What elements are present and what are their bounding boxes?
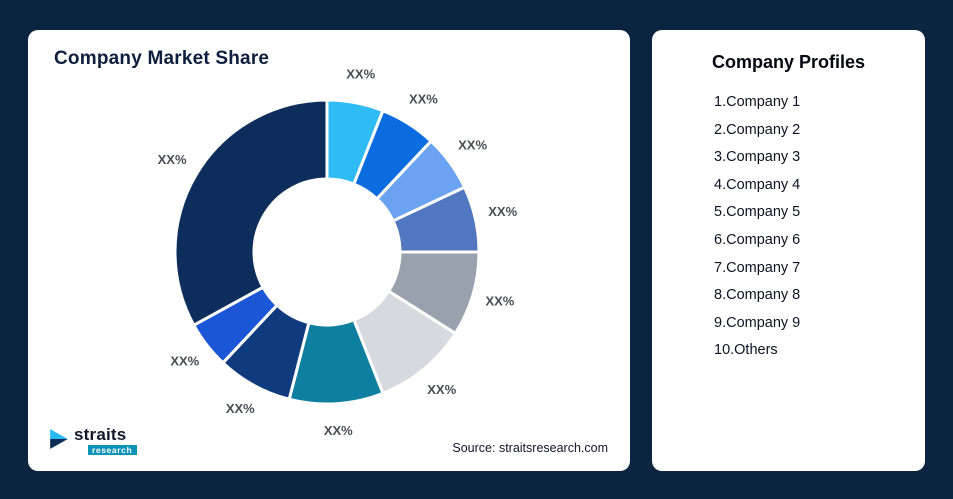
list-item: 1.Company 1 bbox=[714, 94, 801, 110]
slice-label: XX% bbox=[409, 91, 438, 106]
slice-label: XX% bbox=[324, 423, 353, 438]
slice-label: XX% bbox=[170, 354, 199, 369]
list-item: 3.Company 3 bbox=[714, 149, 801, 166]
list-item: 7.Company 7 bbox=[714, 259, 801, 276]
slice-label: XX% bbox=[346, 67, 375, 82]
profiles-title: Company Profiles bbox=[711, 52, 866, 72]
straits-logo-icon bbox=[50, 428, 68, 449]
slice-label: XX% bbox=[485, 294, 514, 309]
donut-chart: XX% XX% XX% XX% XX% XX% XX% XX% XX% XX% bbox=[158, 67, 518, 438]
straits-logo: straits research bbox=[48, 424, 138, 455]
market-share-card: XX% XX% XX% XX% XX% XX% XX% XX% XX% XX% Company M… bbox=[28, 30, 630, 471]
list-item: 4.Company 4 bbox=[714, 176, 801, 193]
chart-title: Company Market Share bbox=[54, 48, 270, 69]
slice-label: XX% bbox=[427, 382, 456, 397]
list-item: 9.Company 9 bbox=[714, 314, 801, 331]
list-item: 6.Company 6 bbox=[714, 231, 801, 248]
company-profiles-list: 1.Company 1 2.Company 2 3.Company 3 4.Compa… bbox=[652, 89, 925, 365]
list-item: 8.Company 8 bbox=[714, 287, 801, 304]
slice-label: XX% bbox=[458, 138, 487, 153]
logo-brand: straits bbox=[74, 424, 127, 444]
list-item: 10.Others bbox=[714, 342, 778, 359]
donut-slice bbox=[173, 98, 329, 327]
list-item: 2.Company 2 bbox=[714, 121, 801, 138]
slice-label: XX% bbox=[226, 401, 255, 416]
slice-label: XX% bbox=[488, 204, 517, 219]
source-text: Source: straitsresearch.com bbox=[452, 441, 608, 455]
company-profiles-card: Company Profiles 1.Company 1 2.Company 2 3… bbox=[652, 30, 925, 471]
logo-text: straits research bbox=[74, 424, 138, 455]
slice-label: XX% bbox=[158, 152, 187, 167]
list-item: 5.Company 5 bbox=[714, 204, 801, 221]
logo-sub: research bbox=[88, 444, 138, 455]
